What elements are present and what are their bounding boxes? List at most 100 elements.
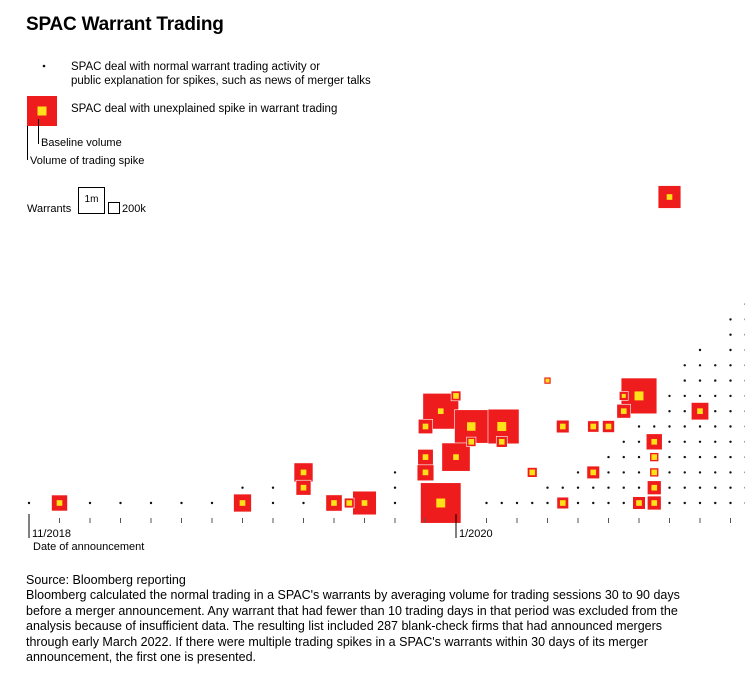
normal-deal-dot bbox=[637, 455, 641, 459]
normal-deal-dot bbox=[271, 486, 275, 489]
normal-deal-dot bbox=[592, 501, 595, 505]
baseline-square bbox=[422, 423, 429, 430]
baseline-square bbox=[651, 484, 658, 491]
normal-deal-dot bbox=[622, 486, 625, 489]
baseline-square bbox=[497, 422, 507, 431]
normal-deal-dot bbox=[698, 471, 702, 474]
baseline-square bbox=[651, 454, 658, 460]
normal-deal-dot bbox=[714, 455, 717, 459]
normal-deal-dot bbox=[683, 364, 686, 367]
normal-deal-dot bbox=[683, 471, 686, 474]
warrant-chart: SPAC deal with normal warrant trading ac… bbox=[27, 61, 745, 553]
normal-deal-dot bbox=[683, 455, 686, 459]
baseline-square bbox=[239, 500, 246, 506]
normal-deal-dot bbox=[714, 394, 717, 398]
footer: Source: Bloomberg reporting Bloomberg ca… bbox=[26, 573, 706, 665]
baseline-square bbox=[634, 391, 644, 401]
normal-deal-dot bbox=[637, 471, 641, 474]
normal-deal-dot bbox=[485, 501, 488, 505]
normal-deal-dot bbox=[622, 471, 625, 474]
size-key-200k-box bbox=[108, 202, 120, 214]
baseline-square bbox=[697, 408, 703, 415]
methodology-note: Bloomberg calculated the normal trading … bbox=[26, 588, 680, 665]
legend-spike-volume-label: Volume of trading spike bbox=[30, 155, 144, 167]
baseline-square bbox=[651, 469, 658, 476]
baseline-square bbox=[346, 500, 353, 506]
normal-deal-dot bbox=[714, 410, 717, 413]
normal-deal-dot bbox=[622, 440, 625, 443]
normal-deal-dot bbox=[698, 486, 702, 489]
normal-deal-dot bbox=[592, 486, 595, 489]
normal-deal-dot bbox=[668, 410, 671, 413]
normal-deal-dot bbox=[576, 486, 580, 489]
baseline-square bbox=[453, 454, 459, 460]
normal-deal-dot bbox=[531, 501, 534, 505]
normal-deal-dot bbox=[210, 501, 214, 505]
normal-deal-dot bbox=[729, 471, 732, 474]
normal-deal-dot bbox=[729, 318, 732, 321]
normal-deal-dot bbox=[180, 501, 183, 505]
size-key-200k-label: 200k bbox=[122, 203, 146, 215]
normal-deal-dot bbox=[637, 440, 641, 443]
normal-deal-dot bbox=[607, 455, 610, 459]
baseline-square bbox=[422, 454, 429, 460]
baseline-square bbox=[436, 498, 446, 508]
baseline-square bbox=[56, 500, 63, 506]
normal-deal-dot bbox=[698, 501, 702, 505]
normal-deal-dot bbox=[698, 394, 702, 398]
normal-deal-dot bbox=[683, 501, 686, 505]
baseline-square bbox=[300, 469, 307, 476]
normal-deal-dot bbox=[683, 425, 686, 428]
normal-deal-dot bbox=[729, 379, 732, 382]
normal-deal-dot bbox=[88, 501, 92, 505]
normal-deal-dot bbox=[714, 440, 717, 443]
source-note: Source: Bloomberg reporting bbox=[26, 573, 186, 587]
legend-baseline-square bbox=[37, 106, 47, 116]
baseline-square bbox=[621, 393, 626, 398]
normal-deal-dot bbox=[607, 471, 610, 474]
legend-spike-label: SPAC deal with unexplained spike in warr… bbox=[71, 103, 337, 115]
size-key-1m-label: 1m bbox=[85, 194, 99, 205]
normal-deal-dot bbox=[607, 501, 610, 505]
normal-deal-dot bbox=[698, 379, 702, 382]
baseline-square bbox=[437, 408, 444, 415]
baseline-square bbox=[545, 378, 550, 383]
normal-deal-dot bbox=[683, 379, 686, 382]
normal-deal-dot bbox=[729, 440, 732, 443]
normal-deal-dot bbox=[714, 364, 717, 367]
normal-deal-dot bbox=[714, 379, 717, 382]
normal-deal-dot bbox=[622, 455, 625, 459]
baseline-square bbox=[651, 438, 658, 445]
normal-deal-dot bbox=[668, 425, 671, 428]
normal-deal-dot bbox=[729, 455, 732, 459]
baseline-square bbox=[605, 423, 612, 430]
legend-baseline-label: Baseline volume bbox=[41, 137, 122, 149]
normal-deal-dot bbox=[546, 501, 549, 505]
x-axis-label: Date of announcement bbox=[33, 541, 144, 553]
baseline-square bbox=[620, 408, 627, 415]
baseline-square bbox=[590, 423, 597, 430]
normal-deal-dot bbox=[393, 471, 397, 474]
normal-deal-dot bbox=[302, 501, 305, 505]
normal-deal-dot bbox=[729, 425, 732, 428]
normal-deal-dot bbox=[729, 501, 732, 505]
normal-deal-dot bbox=[515, 501, 519, 505]
normal-deal-dot bbox=[576, 501, 580, 505]
legend: SPAC deal with normal warrant trading ac… bbox=[27, 61, 371, 215]
normal-deal-dot bbox=[607, 486, 610, 489]
normal-deal-dot bbox=[683, 440, 686, 443]
normal-deal-dot bbox=[622, 501, 625, 505]
normal-deal-dot bbox=[698, 425, 702, 428]
normal-deal-dot bbox=[729, 394, 732, 398]
baseline-square bbox=[559, 423, 566, 430]
normal-deal-dot bbox=[637, 425, 641, 428]
normal-deal-dot bbox=[729, 333, 732, 336]
normal-deal-dot bbox=[698, 440, 702, 443]
legend-normal-dot bbox=[42, 64, 46, 68]
legend-normal-label-line2: public explanation for spikes, such as n… bbox=[71, 75, 371, 87]
baseline-square bbox=[468, 438, 475, 445]
normal-deal-dot bbox=[500, 501, 503, 505]
normal-deal-dot bbox=[714, 471, 717, 474]
normal-deal-dot bbox=[729, 364, 732, 367]
